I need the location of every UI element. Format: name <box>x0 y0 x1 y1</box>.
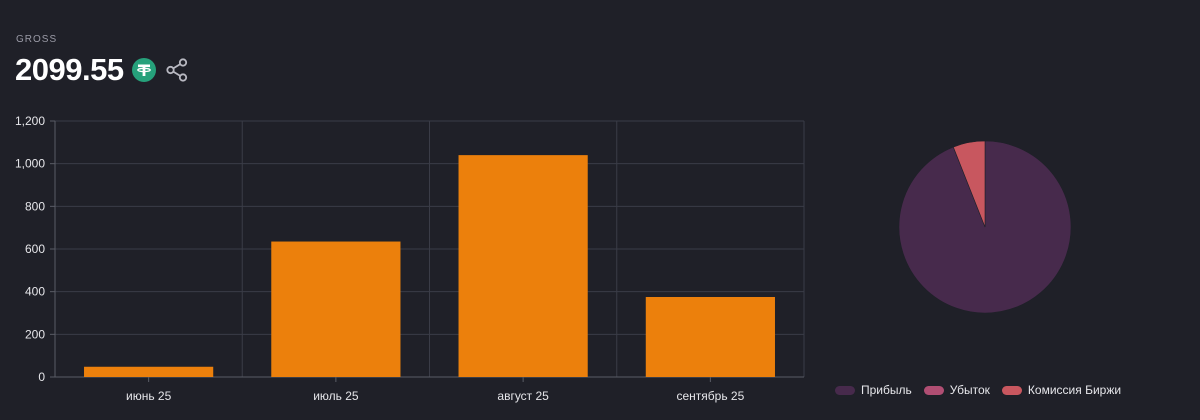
y-tick-label: 600 <box>25 242 45 256</box>
pie-slice[interactable] <box>952 140 986 228</box>
share-icon[interactable] <box>164 57 190 83</box>
gross-total-value: 2099.55 <box>15 52 124 87</box>
x-tick-label: июнь 25 <box>126 389 172 403</box>
y-tick-label: 1,200 <box>15 114 45 128</box>
gross-label: GROSS <box>16 34 58 45</box>
legend-swatch <box>1001 385 1022 395</box>
legend-label: Комиссия Биржи <box>1027 383 1122 397</box>
y-tick-label: 200 <box>25 327 45 341</box>
legend-label: Убыток <box>949 383 990 397</box>
y-tick-label: 0 <box>38 370 45 384</box>
total-row: 2099.55 <box>15 52 190 88</box>
legend-item[interactable]: Прибыль <box>835 383 912 397</box>
y-tick-label: 800 <box>25 199 45 213</box>
legend-item[interactable]: Убыток <box>923 383 990 397</box>
bar[interactable] <box>458 155 588 377</box>
monthly-bar-chart: 0 200 400 600 800 1,000 1,200 июнь 25 июль 25 авг… <box>15 114 805 403</box>
bar[interactable] <box>271 241 401 377</box>
pie-legend: Прибыль Убыток Комиссия Биржи <box>835 383 1133 397</box>
legend-label: Прибыль <box>861 383 912 397</box>
x-tick-label: июль 25 <box>313 389 359 403</box>
y-tick-label: 1,000 <box>15 157 45 171</box>
legend-swatch <box>835 385 855 395</box>
tether-usdt-icon <box>131 58 156 82</box>
bar[interactable] <box>84 366 214 377</box>
x-tick-label: сентябрь 25 <box>676 389 744 403</box>
distribution-pie-chart <box>898 140 1072 314</box>
bar[interactable] <box>645 297 775 377</box>
legend-item[interactable]: Комиссия Биржи <box>1001 383 1122 397</box>
y-tick-label: 400 <box>25 285 45 299</box>
x-tick-label: август 25 <box>497 389 549 403</box>
legend-swatch <box>923 385 944 395</box>
